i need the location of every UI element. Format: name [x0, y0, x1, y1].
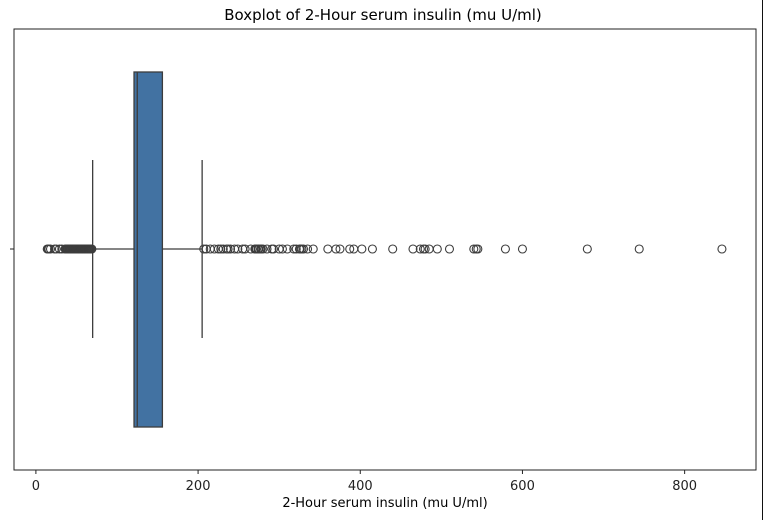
outlier-point — [335, 244, 345, 254]
outlier-point — [408, 244, 418, 254]
chart-title: Boxplot of 2-Hour serum insulin (mu U/ml… — [224, 6, 542, 24]
outlier-point — [323, 244, 333, 254]
outlier-point — [45, 244, 56, 254]
outlier-point — [240, 244, 250, 254]
outlier-point — [357, 244, 367, 254]
outlier-point — [298, 244, 309, 254]
outlier-point — [268, 244, 279, 254]
outlier-point — [517, 244, 528, 254]
outlier-point — [277, 244, 287, 254]
outlier-point — [308, 244, 318, 254]
window-edge — [762, 0, 763, 520]
outlier-point — [225, 244, 236, 254]
x-tick-label: 600 — [510, 479, 535, 494]
x-tick-label: 400 — [348, 479, 373, 494]
outlier-point — [582, 244, 592, 254]
outlier-point — [415, 244, 425, 254]
outlier-point — [717, 244, 727, 254]
outlier-point — [199, 244, 209, 254]
x-tick-label: 800 — [672, 479, 697, 494]
outlier-point — [233, 244, 243, 254]
outlier-point — [218, 244, 228, 254]
outlier-point — [51, 244, 61, 254]
outlier-point — [331, 244, 341, 254]
outlier-point — [303, 244, 313, 254]
outlier-point — [444, 244, 455, 254]
x-tick-label: 0 — [32, 479, 40, 494]
outlier-point — [367, 244, 377, 254]
outlier-point — [258, 244, 268, 254]
outlier-point — [473, 244, 483, 254]
outlier-point — [432, 244, 442, 254]
outlier-point — [291, 244, 301, 254]
outlier-point — [87, 244, 97, 254]
outlier-point — [388, 244, 398, 254]
outlier-point — [216, 244, 226, 254]
x-tick-label: 200 — [186, 479, 211, 494]
outlier-point — [345, 244, 355, 254]
outlier-point — [262, 244, 272, 254]
outlier-point — [420, 244, 430, 254]
outlier-point — [634, 244, 644, 254]
x-axis-label: 2-Hour serum insulin (mu U/ml) — [282, 496, 488, 511]
outlier-point — [209, 244, 219, 254]
outlier-point — [282, 244, 292, 254]
outlier-point — [223, 244, 233, 254]
outlier-point — [500, 244, 510, 254]
iqr-box — [133, 71, 164, 428]
outlier-point — [469, 244, 479, 254]
